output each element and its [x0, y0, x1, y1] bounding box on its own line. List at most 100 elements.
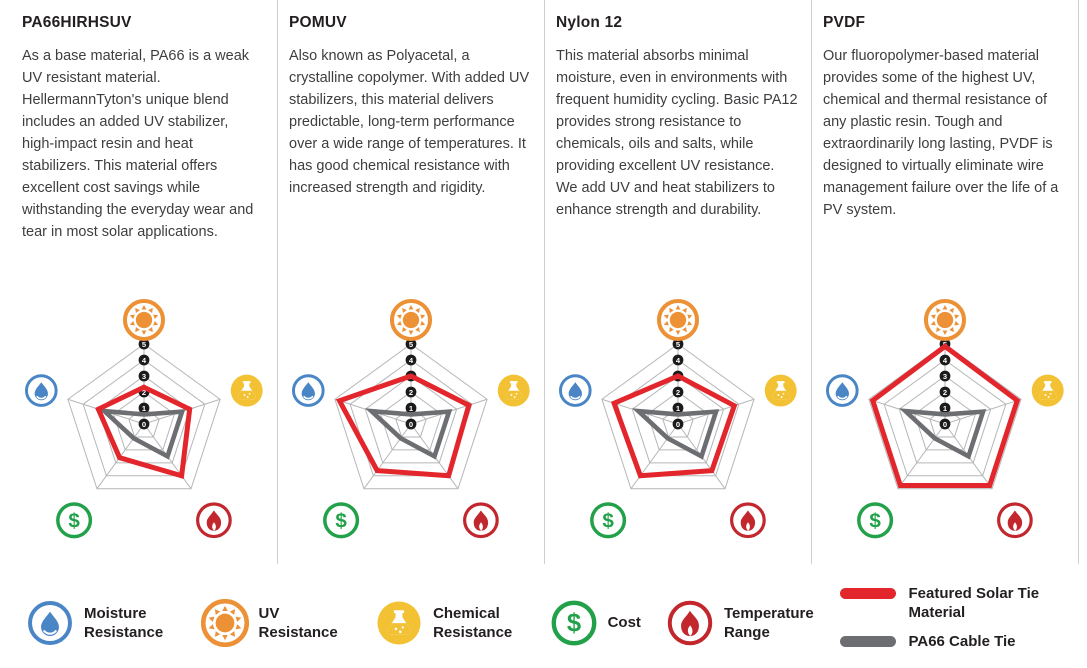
grid-spoke [630, 423, 679, 490]
scale-marker [138, 402, 150, 414]
svg-text:3: 3 [142, 372, 146, 381]
scale-marker [405, 418, 417, 430]
grid-ring [128, 407, 160, 438]
svg-text:5: 5 [409, 340, 414, 349]
flame-icon [463, 502, 499, 539]
svg-text:0: 0 [943, 420, 947, 429]
legend-label: Cost [607, 614, 641, 631]
radar-svg: 0 1 2 3 4 5 $ [25, 298, 263, 539]
scale-marker [939, 370, 951, 382]
flame-icon [997, 502, 1033, 539]
featured-series-line [869, 343, 1021, 488]
scale-marker [939, 386, 951, 398]
flask-icon [1031, 374, 1064, 407]
drop-icon [25, 374, 58, 407]
scale-marker [405, 386, 417, 398]
svg-text:4: 4 [676, 356, 681, 365]
sun-icon [389, 298, 433, 342]
series-legend: Featured Solar Tie Material PA66 Cable T… [840, 584, 1061, 661]
scale-marker [138, 354, 150, 366]
svg-text:4: 4 [142, 356, 147, 365]
drop-icon [292, 374, 325, 407]
svg-text:2: 2 [943, 388, 947, 397]
material-column-pomuv: POMUV Also known as Polyacetal, a crysta… [278, 0, 545, 564]
scale-marker [138, 370, 150, 382]
material-title: Nylon 12 [556, 14, 623, 31]
series-legend-featured: Featured Solar Tie Material [840, 584, 1061, 622]
scale-marker [405, 402, 417, 414]
svg-text:1: 1 [409, 404, 414, 413]
flask-icon [764, 374, 797, 407]
sun-icon [122, 298, 166, 342]
scale-marker [138, 418, 150, 430]
sun-icon [200, 598, 249, 647]
series-label: PA66 Cable Tie [908, 633, 1016, 650]
grid-ring [601, 343, 755, 490]
radar-chart-pomuv: 0 1 2 3 4 5 $ [285, 286, 537, 542]
pa66-series-line [364, 408, 453, 460]
scale-marker [672, 386, 684, 398]
material-description: Also known as Polyacetal, a crystalline … [289, 48, 530, 196]
svg-text:$: $ [869, 509, 881, 532]
pa66-series-swatch [840, 636, 897, 647]
series-label: Featured Solar Tie Material [908, 585, 1040, 621]
legend-item-moisture: Moisture Resistance [26, 599, 176, 647]
legend-label: UV Resistance [258, 604, 338, 641]
drop-icon [559, 374, 592, 407]
svg-text:$: $ [566, 609, 580, 637]
grid-ring [662, 407, 694, 438]
svg-text:$: $ [602, 509, 614, 532]
featured-series-line [610, 373, 738, 479]
svg-text:0: 0 [142, 420, 146, 429]
legend-item-cost: $ Cost [550, 599, 641, 647]
svg-text:2: 2 [676, 388, 680, 397]
dollar-icon: $ [857, 502, 894, 539]
radar-chart-pvdf: 0 1 2 3 4 5 $ [819, 286, 1071, 542]
flask-icon [375, 599, 423, 647]
radar-chart-nylon12: 0 1 2 3 4 5 $ [552, 286, 804, 542]
material-column-pa66hirhsuv: PA66HIRHSUV As a base material, PA66 is … [11, 0, 278, 564]
legend-item-temperature: Temperature Range [666, 599, 816, 647]
dollar-icon: $ [550, 599, 598, 647]
grid-ring [395, 407, 427, 438]
grid-ring [334, 343, 488, 490]
radar-svg: 0 1 2 3 4 5 $ [292, 298, 530, 539]
flame-icon [666, 599, 714, 647]
grid-ring [364, 375, 458, 464]
svg-text:$: $ [68, 509, 80, 532]
scale-marker [939, 354, 951, 366]
svg-text:5: 5 [142, 340, 147, 349]
sun-icon [923, 298, 967, 342]
pa66-series-line [631, 408, 720, 460]
featured-series-line [335, 373, 472, 479]
material-title: POMUV [289, 14, 347, 31]
material-column-pvdf: PVDF Our fluoropolymer-based material pr… [812, 0, 1079, 564]
scale-marker [672, 402, 684, 414]
series-legend-pa66: PA66 Cable Tie [840, 632, 1061, 651]
svg-text:1: 1 [943, 404, 948, 413]
legend-label: Temperature Range [723, 604, 814, 641]
legend: Moisture Resistance UV Resistance Chemic… [26, 584, 1087, 661]
flame-icon [196, 502, 232, 539]
material-description: Our fluoropolymer-based material provide… [823, 48, 1059, 218]
material-description: As a base material, PA66 is a weak UV re… [22, 48, 254, 240]
grid-ring [929, 407, 961, 438]
svg-text:0: 0 [676, 420, 680, 429]
dollar-icon: $ [56, 502, 93, 539]
dollar-icon: $ [590, 502, 627, 539]
grid-ring [898, 375, 992, 464]
flame-icon [730, 502, 766, 539]
featured-series-line [95, 384, 193, 480]
material-column-nylon12: Nylon 12 This material absorbs minimal m… [545, 0, 812, 564]
pa66-series-line [97, 408, 186, 460]
legend-label: Chemical Resistance [433, 604, 513, 641]
svg-text:4: 4 [409, 356, 414, 365]
scale-marker [939, 402, 951, 414]
legend-label: Moisture Resistance [84, 604, 164, 641]
grid-ring [349, 359, 473, 477]
material-title: PVDF [823, 14, 866, 31]
scale-marker [672, 354, 684, 366]
grid-ring [868, 343, 1022, 490]
scale-marker [138, 338, 150, 350]
